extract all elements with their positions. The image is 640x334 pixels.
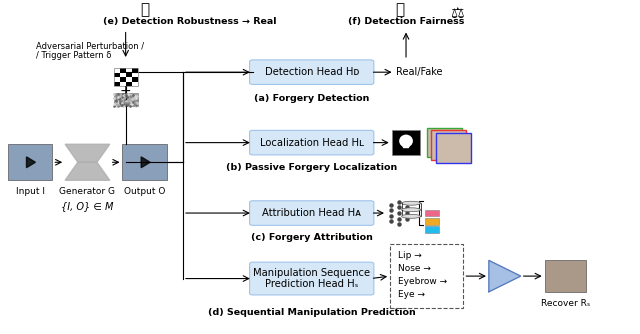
Text: Eyebrow →: Eyebrow → <box>397 277 447 286</box>
Text: Output O: Output O <box>124 187 166 196</box>
Ellipse shape <box>401 214 420 218</box>
Bar <box>113 77 120 81</box>
Text: ⚖: ⚖ <box>450 6 464 21</box>
Polygon shape <box>65 144 109 162</box>
Text: (c) Forgery Attribution: (c) Forgery Attribution <box>251 233 372 242</box>
Polygon shape <box>65 162 109 180</box>
Bar <box>132 68 138 72</box>
Bar <box>132 81 138 86</box>
Polygon shape <box>141 157 150 168</box>
Bar <box>132 72 138 77</box>
Bar <box>125 81 132 86</box>
FancyBboxPatch shape <box>250 262 374 295</box>
Text: 🕴: 🕴 <box>395 2 404 17</box>
Text: Input I: Input I <box>15 187 45 196</box>
Text: Generator G: Generator G <box>60 187 115 196</box>
Ellipse shape <box>399 135 413 147</box>
Bar <box>425 226 439 233</box>
FancyBboxPatch shape <box>250 201 374 225</box>
Text: Lip →: Lip → <box>397 251 422 260</box>
Bar <box>545 260 586 293</box>
Bar <box>132 77 138 81</box>
Bar <box>113 68 120 72</box>
Text: Eye →: Eye → <box>397 291 425 300</box>
Ellipse shape <box>401 208 420 212</box>
Ellipse shape <box>401 201 420 205</box>
Text: (b) Passive Forgery Localization: (b) Passive Forgery Localization <box>226 163 397 172</box>
Polygon shape <box>489 261 521 292</box>
Text: Detection Head Hᴅ: Detection Head Hᴅ <box>264 67 359 77</box>
Bar <box>122 144 167 180</box>
Polygon shape <box>26 157 35 168</box>
Bar <box>436 133 470 163</box>
FancyBboxPatch shape <box>250 60 374 85</box>
Text: Localization Head Hʟ: Localization Head Hʟ <box>260 138 364 148</box>
Text: Attribution Head Hᴀ: Attribution Head Hᴀ <box>262 208 361 218</box>
Bar <box>8 144 52 180</box>
Text: {I, O} ∈ M: {I, O} ∈ M <box>61 202 114 211</box>
Bar <box>113 72 120 77</box>
Bar <box>390 244 463 308</box>
Bar <box>120 77 125 81</box>
Text: (d) Sequential Manipulation Prediction: (d) Sequential Manipulation Prediction <box>208 309 415 317</box>
Bar <box>125 72 132 77</box>
Text: Nose →: Nose → <box>397 264 431 273</box>
Text: Real/Fake: Real/Fake <box>396 67 443 77</box>
Text: +: + <box>120 85 131 98</box>
Text: Manipulation Sequence
Prediction Head Hₛ: Manipulation Sequence Prediction Head Hₛ <box>253 268 371 289</box>
Bar <box>425 210 439 216</box>
Bar <box>113 93 138 107</box>
Polygon shape <box>402 144 410 148</box>
Bar <box>120 68 125 72</box>
Text: (f) Detection Fairness: (f) Detection Fairness <box>348 17 464 26</box>
Text: (a) Forgery Detection: (a) Forgery Detection <box>254 94 369 103</box>
Text: Adversarial Perturbation /: Adversarial Perturbation / <box>36 41 145 50</box>
Bar <box>120 81 125 86</box>
Bar <box>125 77 132 81</box>
Bar <box>113 68 138 86</box>
Bar <box>125 68 132 72</box>
Bar <box>431 131 467 160</box>
Bar <box>425 218 439 224</box>
Bar <box>392 130 420 155</box>
Text: / Trigger Pattern δ: / Trigger Pattern δ <box>36 51 112 60</box>
Text: Recover Rₛ: Recover Rₛ <box>541 299 590 308</box>
Bar <box>427 128 462 157</box>
Bar <box>113 81 120 86</box>
Bar <box>120 72 125 77</box>
Text: (e) Detection Robustness → Real: (e) Detection Robustness → Real <box>102 17 276 26</box>
Text: 🕴: 🕴 <box>140 2 149 17</box>
FancyBboxPatch shape <box>250 130 374 155</box>
